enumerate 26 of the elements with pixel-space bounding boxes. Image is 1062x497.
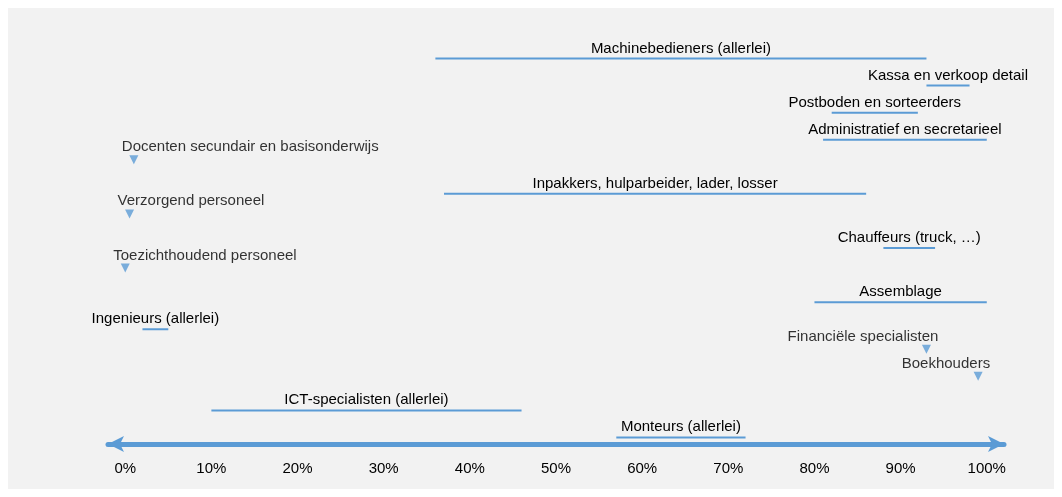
y-tick-label: Docenten secundair en basisonderwijs [121,137,379,155]
y-tick-label: Kassa en verkoop detail [867,65,1029,83]
x-tick-label: 90% [885,459,916,476]
y-tick-label: Machinebedieners (allerlei) [590,38,771,56]
x-tick-label: 60% [627,459,658,476]
y-tick-label: Financiële specialisten [787,326,939,344]
x-tick-label: 10% [196,459,227,476]
x-tick-label: 100% [967,459,1006,476]
y-tick-label: ICT-specialisten (allerlei) [284,390,449,408]
y-tick-label: Chauffeurs (truck, …) [837,228,981,245]
y-tick-label: Postboden en sorteerders [788,92,962,110]
y-tick-label: Inpakkers, hulparbeider, lader, losser [532,173,778,191]
x-tick-label: 70% [713,459,744,476]
y-tick-label: Verzorgend personeel [117,191,265,209]
y-tick-label: Ingenieurs (allerlei) [91,309,220,327]
y-tick-label: Assemblage [859,282,942,300]
x-tick-label: 0% [114,459,137,476]
y-tick-label: Boekhouders [901,353,991,371]
x-tick-label: 80% [799,459,830,476]
x-tick-label: 40% [454,459,485,476]
x-tick-label: 20% [282,459,313,476]
x-tick-label: 50% [540,459,572,476]
y-tick-label: Toezichthoudend personeel [113,245,297,263]
y-tick-label: Administratief en secretarieel [808,119,1002,137]
y-tick-label: Monteurs (allerlei) [620,417,741,435]
x-tick-label: 30% [368,459,399,476]
